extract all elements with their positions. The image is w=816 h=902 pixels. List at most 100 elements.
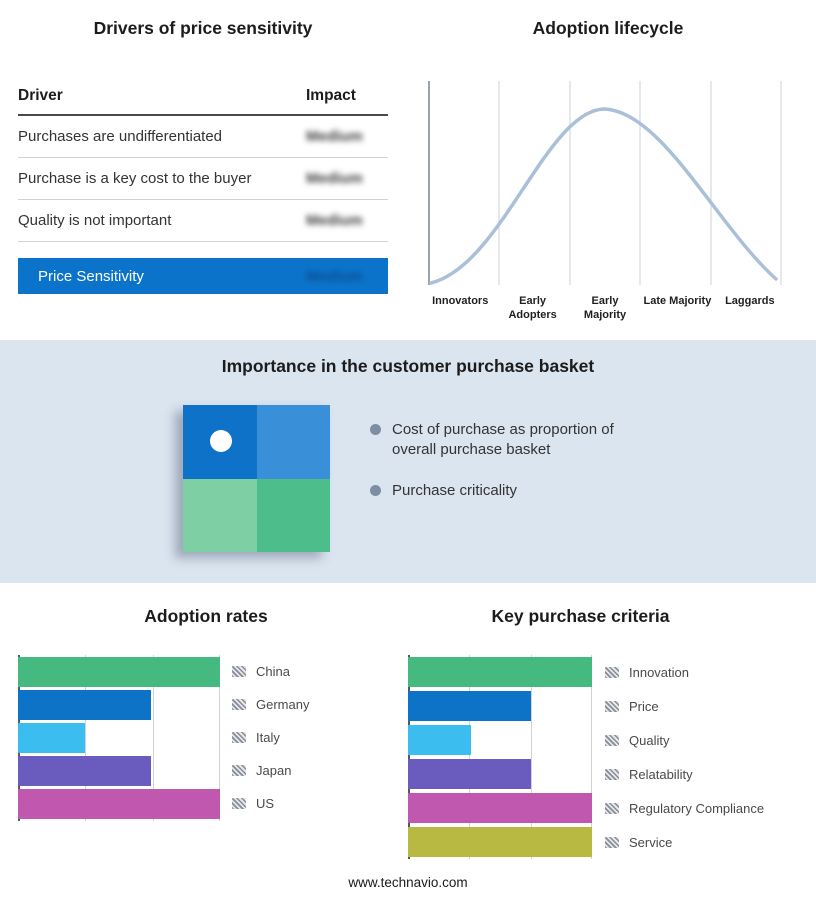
driver-row: Purchases are undifferentiated Medium — [18, 116, 388, 158]
legend-hatch-icon — [232, 798, 246, 809]
drivers-panel: Drivers of price sensitivity Driver Impa… — [18, 14, 388, 294]
bar-innovation — [408, 657, 592, 687]
legend-hatch-icon — [232, 732, 246, 743]
legend-hatch-icon — [605, 666, 619, 678]
adoption-rates-chart — [18, 655, 220, 821]
quadrant-cell-top-left — [183, 405, 257, 479]
adoption-rates-title: Adoption rates — [144, 606, 268, 626]
stage-label-innovators: Innovators — [432, 295, 489, 307]
legend-item: Germany — [232, 688, 309, 721]
legend-item: Japan — [232, 754, 309, 787]
chart-gridline — [152, 655, 154, 821]
basket-bullet-list: Cost of purchase as proportion of overal… — [370, 420, 660, 523]
legend-label: China — [256, 664, 290, 679]
legend-hatch-icon — [605, 768, 619, 780]
quadrant-cell-bottom-right — [256, 478, 330, 552]
bar-regulatory-compliance — [408, 793, 592, 823]
list-item: Purchase criticality — [370, 481, 660, 501]
list-item: Cost of purchase as proportion of overal… — [370, 420, 660, 459]
adoption-rates-legend: China Germany Italy Japan US — [232, 655, 309, 820]
bar-price — [408, 691, 532, 721]
legend-label: Service — [629, 834, 673, 850]
quadrant-cell-top-right — [256, 405, 330, 479]
legend-label: US — [256, 796, 275, 811]
drivers-title: Drivers of price sensitivity — [93, 18, 313, 38]
bar-service — [408, 827, 592, 857]
chart-axis-line — [408, 655, 410, 859]
chart-gridline — [591, 655, 592, 859]
driver-row: Purchase is a key cost to the buyer Mediu… — [18, 158, 388, 200]
quadrant-dot-icon — [210, 430, 232, 452]
legend-hatch-icon — [605, 836, 619, 848]
legend-item: Regulatory Compliance — [605, 791, 764, 825]
bullet-text: Purchase criticality — [392, 482, 518, 499]
legend-hatch-icon — [605, 734, 619, 746]
purchase-basket-section: Importance in the customer purchase bask… — [0, 340, 816, 583]
lifecycle-stage-labels: Innovators Early Adopters Early Majority… — [424, 295, 786, 323]
stage-label-late-majority: Late Majority — [643, 295, 712, 307]
price-sensitivity-banner: Price Sensitivity Medium — [18, 258, 388, 294]
bar-china — [18, 657, 220, 687]
driver-column-header: Driver — [18, 87, 63, 104]
lifecycle-title: Adoption lifecycle — [532, 18, 684, 38]
bar-us — [18, 789, 220, 819]
key-purchase-criteria-legend: Innovation Price Quality Relatability Regula… — [605, 655, 764, 859]
driver-row: Quality is not important Medium — [18, 200, 388, 242]
lifecycle-curve-chart — [428, 81, 782, 285]
legend-hatch-icon — [605, 802, 619, 814]
quadrant-graphic — [183, 405, 330, 552]
bullet-icon — [370, 485, 381, 496]
bar-japan — [18, 756, 152, 786]
impact-column-header: Impact — [306, 87, 356, 104]
chart-gridline — [530, 655, 532, 859]
chart-gridline — [469, 655, 471, 859]
drivers-table-header: Driver Impact — [18, 87, 388, 116]
key-purchase-criteria-chart — [408, 655, 592, 859]
legend-item: China — [232, 655, 309, 688]
stage-label-laggards: Laggards — [725, 295, 775, 307]
legend-label: Price — [629, 698, 659, 714]
legend-label: Innovation — [629, 664, 689, 680]
legend-item: Service — [605, 825, 764, 859]
impact-value: Medium — [306, 212, 363, 229]
legend-item: US — [232, 787, 309, 820]
chart-gridline — [219, 655, 220, 821]
driver-label: Purchases are undifferentiated — [18, 128, 223, 145]
legend-item: Italy — [232, 721, 309, 754]
legend-label: Italy — [256, 730, 280, 745]
bullet-text: Cost of purchase as proportion of overal… — [392, 421, 614, 458]
legend-label: Quality — [629, 732, 670, 748]
legend-hatch-icon — [232, 765, 246, 776]
impact-value: Medium — [306, 128, 363, 145]
legend-item: Price — [605, 689, 764, 723]
legend-label: Regulatory Compliance — [629, 800, 765, 816]
legend-hatch-icon — [232, 699, 246, 710]
driver-label: Quality is not important — [18, 212, 172, 229]
legend-label: Germany — [256, 697, 310, 712]
bar-quality — [408, 725, 471, 755]
driver-label: Purchase is a key cost to the buyer — [18, 170, 252, 187]
legend-label: Japan — [256, 763, 292, 778]
basket-title: Importance in the customer purchase bask… — [221, 356, 595, 376]
key-purchase-criteria-title: Key purchase criteria — [491, 606, 670, 626]
stage-label-early-adopters: Early Adopters — [508, 295, 557, 321]
bar-italy — [18, 723, 85, 753]
bar-germany — [18, 690, 152, 720]
banner-label: Price Sensitivity — [38, 267, 144, 285]
bell-curve — [429, 107, 778, 285]
quadrant-cell-bottom-left — [183, 478, 257, 552]
legend-label: Relatability — [629, 766, 693, 782]
lifecycle-panel: Adoption lifecycle Innovators Early Adop… — [424, 14, 792, 323]
website-url: www.technavio.com — [348, 875, 468, 890]
bar-relatability — [408, 759, 532, 789]
bullet-icon — [370, 424, 381, 435]
legend-item: Innovation — [605, 655, 764, 689]
chart-gridline — [85, 655, 87, 821]
legend-item: Quality — [605, 723, 764, 757]
legend-hatch-icon — [232, 666, 246, 677]
legend-hatch-icon — [605, 700, 619, 712]
banner-impact-value: Medium — [306, 267, 363, 285]
legend-item: Relatability — [605, 757, 764, 791]
stage-label-early-majority: Early Majority — [583, 295, 627, 321]
